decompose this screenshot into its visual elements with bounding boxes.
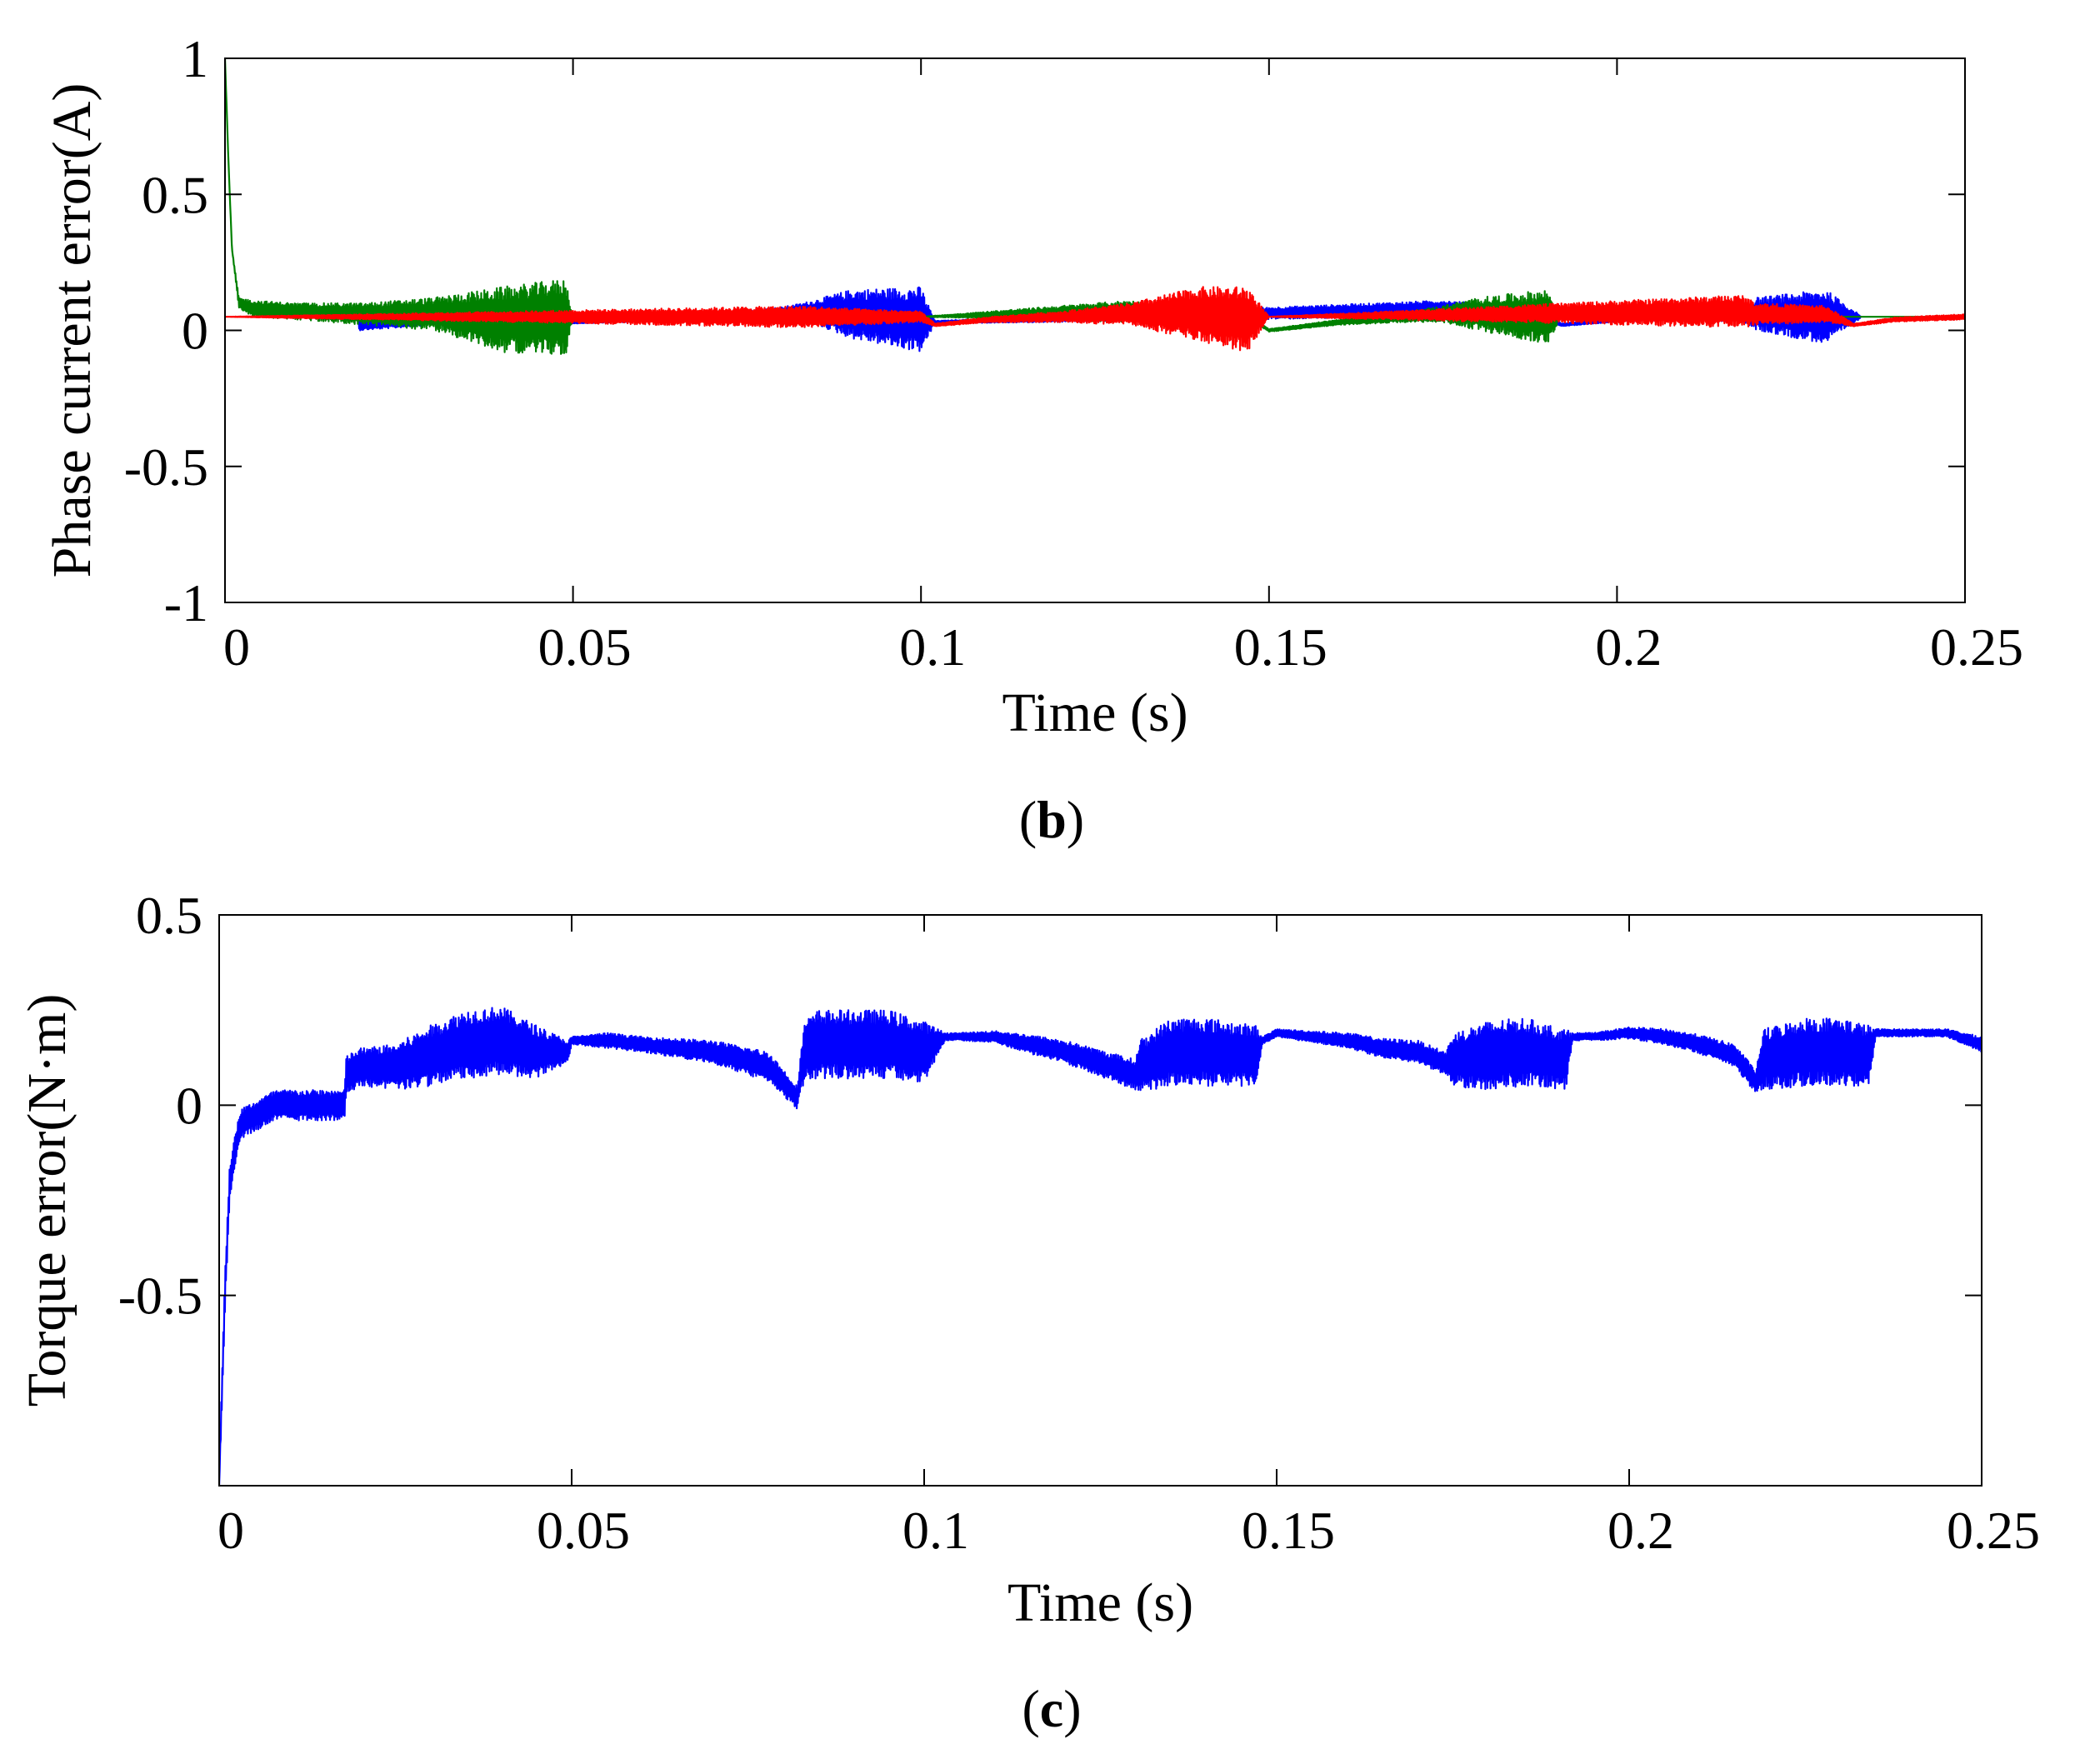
y-tick-label: 0.5 [142,165,208,224]
caption-open-paren: ( [1022,1679,1039,1738]
panel-caption: (b) [1019,790,1084,849]
x-tick-label: 0.25 [1930,617,2023,677]
x-tick-label: 0.2 [1595,617,1662,677]
x-tick-label: 0.25 [1947,1501,2040,1560]
x-tick-label: 0 [218,1501,244,1560]
caption-letter: c [1040,1679,1063,1738]
y-tick-label: 0.5 [136,886,202,945]
caption-close-paren: ) [1063,1679,1081,1738]
caption-open-paren: ( [1019,790,1037,849]
y-tick-label: -1 [164,573,208,632]
y-axis-title: Phase current error(A) [42,83,102,578]
chart-panel-b: 0 0.05 0.1 0.15 0.2 0.25 -1 -0.5 0 0.5 1 Time (s) Ph… [42,29,2023,849]
x-axis-title: Time (s) [1002,682,1188,743]
x-tick-label: 0.05 [537,1501,630,1560]
y-tick-label: 0 [176,1076,202,1135]
series-line-c-1 [219,1007,1982,1486]
y-axis-title: Torque error(N·m) [17,994,78,1407]
caption-letter: b [1037,790,1067,849]
plot-frame [218,914,1982,1487]
y-tick-label: 1 [182,29,208,88]
x-tick-label: 0 [223,617,250,677]
series-line-b-3 [225,286,1965,352]
caption-close-paren: ) [1067,790,1084,849]
x-tick-label: 0.2 [1608,1501,1674,1560]
y-tick-label: -0.5 [124,437,208,497]
series-group [219,1007,1982,1486]
x-tick-label: 0.1 [899,617,966,677]
x-tick-label: 0.15 [1234,617,1328,677]
series-group [225,58,1965,355]
panel-caption: (c) [1022,1679,1081,1738]
x-tick-label: 0.1 [902,1501,969,1560]
y-tick-label: 0 [182,302,208,361]
chart-panel-c: 0 0.05 0.1 0.15 0.2 0.25 -0.5 0 0.5 Time (s) Torqu… [17,886,2040,1738]
y-tick-label: -0.5 [118,1267,202,1326]
x-axis-title: Time (s) [1008,1572,1193,1633]
x-tick-label: 0.15 [1242,1501,1335,1560]
x-tick-label: 0.05 [538,617,632,677]
